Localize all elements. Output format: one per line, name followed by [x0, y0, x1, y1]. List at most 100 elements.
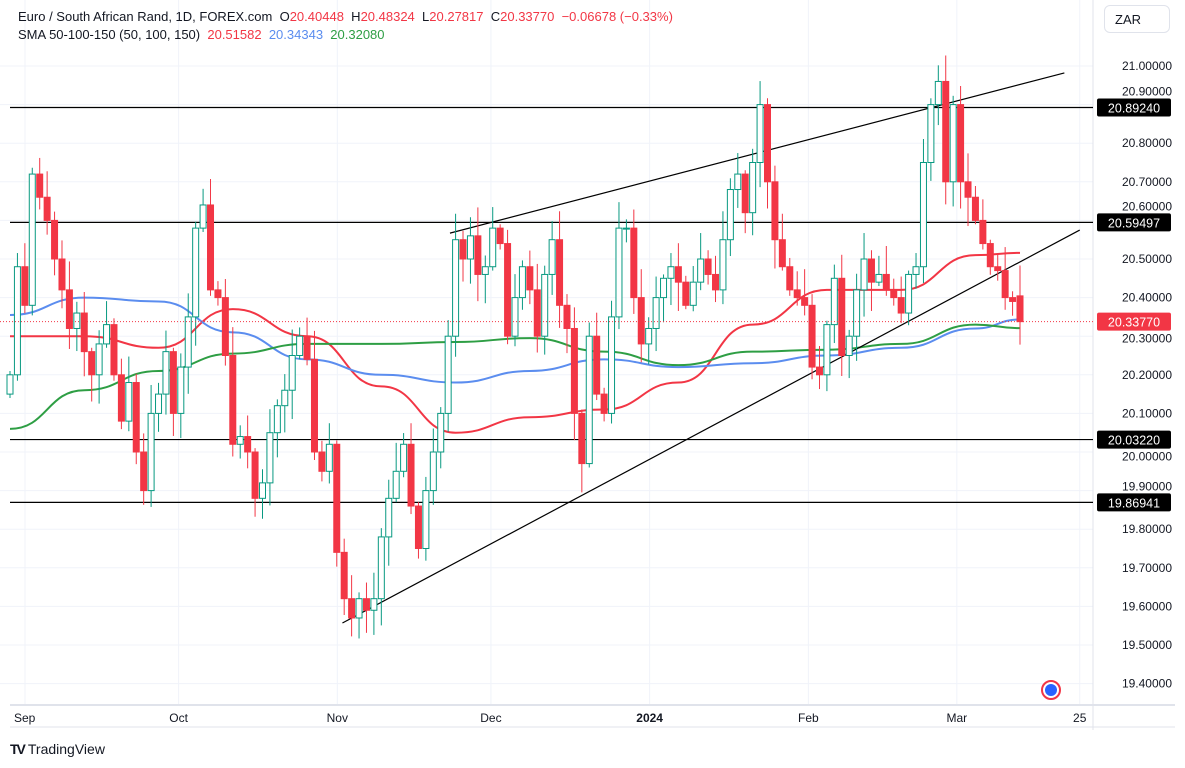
candle	[511, 274, 519, 347]
candle-body	[704, 258, 712, 275]
candle-body	[288, 355, 296, 391]
candle	[288, 329, 296, 420]
candle	[1009, 291, 1017, 316]
currency-button[interactable]: ZAR	[1104, 5, 1170, 33]
candle-body	[979, 219, 987, 245]
candle-body	[80, 312, 88, 353]
high-label: H	[351, 9, 361, 24]
candle-body	[645, 327, 653, 345]
time-tick-label: 2024	[636, 711, 663, 725]
candle-body	[860, 258, 868, 291]
candle	[177, 353, 185, 439]
candle	[556, 211, 564, 328]
candle-body	[437, 412, 445, 453]
candle-body	[971, 196, 979, 221]
economic-event-icon	[1041, 680, 1061, 700]
candle	[192, 221, 200, 346]
candle	[36, 157, 44, 210]
candle	[466, 217, 474, 284]
candle	[726, 178, 734, 257]
candle-body	[830, 277, 838, 326]
candle-body	[177, 366, 185, 414]
candle-body	[13, 266, 21, 376]
candle-body	[125, 382, 133, 422]
candle-body	[348, 598, 356, 619]
candle-body	[117, 374, 125, 422]
candle-body	[637, 297, 645, 345]
level-price-label: 20.59497	[1108, 216, 1160, 230]
candle	[660, 274, 668, 323]
tradingview-logo-icon: TV	[10, 741, 26, 757]
level-price-label: 19.86941	[1108, 496, 1160, 510]
candle-body	[155, 393, 163, 414]
candle-body	[808, 304, 816, 368]
candle-body	[912, 266, 920, 275]
candle-body	[942, 80, 950, 183]
price-tick-label: 20.80000	[1122, 136, 1172, 150]
candle	[348, 575, 356, 637]
candle	[808, 294, 816, 380]
candle-body	[734, 173, 742, 191]
candle	[88, 347, 96, 402]
candle	[971, 186, 979, 225]
candle	[303, 317, 311, 366]
candle	[593, 312, 601, 401]
candle	[652, 276, 660, 352]
candle-body	[21, 266, 29, 306]
candle	[496, 224, 504, 250]
candle-body	[6, 374, 14, 395]
current-price-label: 20.33770	[1108, 316, 1160, 330]
candle	[236, 425, 244, 459]
open-value: 20.40448	[289, 9, 344, 24]
candle	[281, 374, 289, 433]
candle-body	[504, 243, 512, 337]
candle-body	[986, 243, 994, 268]
candle	[689, 266, 697, 312]
candle-body	[132, 382, 140, 453]
candle-body	[1009, 297, 1017, 302]
candle-body	[266, 432, 274, 484]
candle-body	[578, 412, 586, 465]
candle	[838, 254, 846, 376]
price-tick-label: 20.90000	[1122, 85, 1172, 99]
candle	[117, 358, 125, 430]
candle-body	[667, 266, 675, 279]
candle-body	[949, 104, 957, 183]
price-tick-label: 21.00000	[1122, 59, 1172, 73]
candle-body	[452, 239, 460, 337]
candle	[927, 98, 935, 181]
trendline	[342, 229, 1081, 624]
candle	[823, 320, 831, 392]
candle	[994, 253, 1002, 281]
price-chart[interactable]: 21.00000 20.90000 20.80000 20.70000 20.60000…	[0, 0, 1185, 730]
candle	[905, 270, 913, 326]
high-value: 20.48324	[360, 9, 415, 24]
candle	[296, 327, 304, 360]
candle	[422, 476, 430, 561]
brand-name: TradingView	[27, 741, 105, 757]
candle-body	[51, 219, 59, 260]
candle-body	[801, 297, 809, 306]
candle-body	[712, 273, 720, 291]
candle	[630, 209, 638, 314]
candle	[414, 502, 422, 559]
candle-body	[964, 181, 972, 198]
candle	[392, 442, 400, 503]
level-price-label: 20.89240	[1108, 102, 1160, 116]
sma-legend[interactable]: SMA 50-100-150 (50, 100, 150) 20.51582 2…	[18, 27, 385, 42]
candle	[259, 469, 266, 519]
candle	[221, 279, 229, 366]
candle	[474, 207, 482, 302]
time-tick-label: Dec	[480, 711, 501, 725]
candle-body	[526, 266, 534, 291]
candle-body	[333, 443, 341, 553]
candle	[934, 65, 942, 126]
candle	[95, 330, 103, 404]
candle-body	[919, 162, 927, 268]
tradingview-logo[interactable]: TV TradingView	[10, 741, 105, 757]
candle	[21, 243, 29, 314]
candle-body	[414, 505, 422, 550]
candle-body	[221, 297, 229, 357]
event-icon-flag	[1045, 684, 1057, 696]
candle-body	[897, 297, 905, 314]
